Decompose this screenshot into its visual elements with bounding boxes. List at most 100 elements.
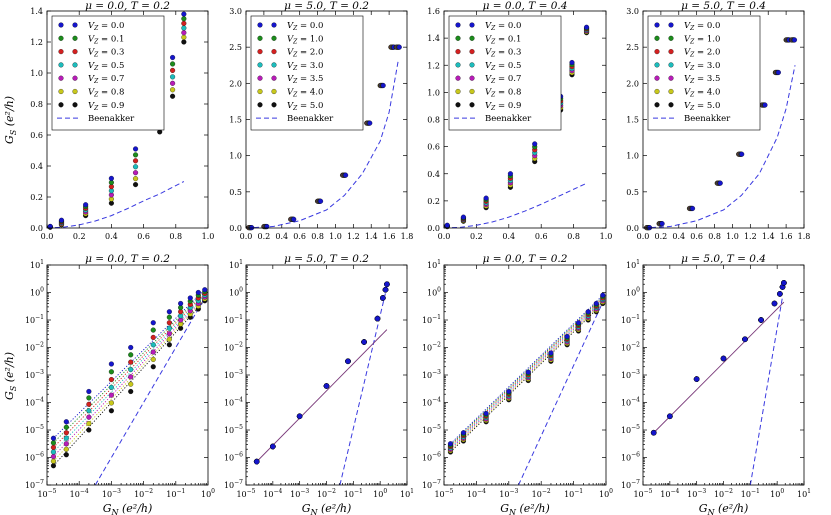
y-tick-label: 10−7 [621, 479, 640, 490]
legend-label: VZ = 0.0 [485, 21, 521, 32]
y-tick-label: 2.0 [229, 79, 242, 88]
y-tick-label: 10−1 [422, 314, 441, 325]
chart-panel-bottom-1: 10−5 10−4 10−3 10−2 10−1 100 10−7 10−6 10−5 10−4 1… [25, 253, 215, 515]
data-point [128, 381, 134, 387]
y-tick-label: 10−6 [25, 452, 44, 463]
legend-marker [668, 88, 674, 95]
legend-marker [257, 49, 263, 55]
legend-marker [271, 88, 277, 95]
y-tick-label: 0.2 [427, 197, 440, 206]
x-tick-label: 10−5 [236, 488, 255, 499]
y-tick-label: 100 [30, 287, 44, 298]
legend-label: VZ = 0.0 [684, 21, 720, 32]
data-point [170, 67, 176, 73]
x-tick-label: 10−5 [434, 488, 453, 499]
data-point [86, 414, 92, 420]
y-tick-label: 10−2 [422, 342, 441, 353]
data-point [63, 430, 69, 436]
data-point [150, 364, 156, 370]
x-axis-label: GN (e²/h) [500, 502, 550, 515]
x-tick-label: 1.6 [780, 232, 793, 241]
y-tick-label: 1.0 [229, 152, 242, 161]
data-point [83, 202, 89, 208]
y-tick-label: 2.5 [229, 43, 242, 52]
x-tick-label: 10−2 [714, 488, 733, 499]
x-tick-label: 100 [770, 488, 784, 499]
data-point [150, 356, 156, 362]
panel-title: μ = 0.0, T = 0.2 [483, 253, 568, 265]
legend-marker [72, 62, 78, 68]
data-point [323, 383, 330, 389]
data-point [133, 146, 139, 152]
x-tick-label: 10−1 [344, 488, 363, 499]
legend-label: VZ = 0.7 [88, 74, 124, 85]
data-point [50, 454, 56, 460]
x-tick-label: 1.0 [202, 232, 215, 241]
y-tick-label: 0.6 [427, 143, 440, 152]
data-point [170, 74, 176, 80]
fit-line [256, 329, 388, 462]
y-tick-label: 100 [427, 287, 441, 298]
x-tick-label: 0.0 [240, 232, 253, 241]
y-tick-label: 0.8 [427, 116, 440, 125]
legend-label: VZ = 3.5 [287, 74, 323, 85]
y-tick-label: 0.0 [626, 224, 639, 233]
x-tick-label: 1.0 [600, 232, 613, 241]
axes-frame [642, 264, 805, 486]
y-tick-label: 3.0 [626, 7, 639, 16]
data-point [150, 349, 156, 355]
data-point [343, 172, 349, 178]
data-point [739, 151, 745, 157]
data-point [382, 286, 389, 293]
beenakker-curve [518, 295, 607, 486]
data-point [150, 342, 156, 348]
y-tick-label: 10−3 [621, 369, 640, 380]
data-point [181, 25, 187, 31]
x-tick-label: 100 [373, 488, 387, 499]
data-point [170, 87, 176, 93]
legend-marker [455, 75, 461, 81]
y-tick-label: 1.0 [626, 152, 639, 161]
data-point [166, 309, 172, 315]
x-axis-label: GN (e²/h) [302, 502, 352, 515]
data-point [775, 69, 781, 76]
data-point [444, 222, 450, 228]
data-point [166, 331, 172, 337]
x-tick-label: 0.6 [535, 232, 548, 241]
legend-marker [654, 88, 660, 95]
data-point [170, 54, 176, 61]
legend-label: VZ = 1.0 [684, 34, 720, 45]
data-point [133, 176, 139, 182]
legend-marker [455, 35, 461, 41]
data-point [181, 34, 187, 40]
fit-line [53, 298, 206, 462]
data-point [384, 281, 390, 287]
data-point [380, 82, 386, 89]
panel-title: μ = 0.0, T = 0.2 [85, 0, 170, 12]
axes-frame [46, 10, 209, 229]
x-tick-label: 0.2 [655, 232, 668, 241]
x-tick-label: 10−2 [134, 488, 153, 499]
y-tick-label: 10−4 [422, 397, 441, 408]
y-tick-label: 100 [626, 287, 640, 298]
data-point [128, 388, 134, 395]
y-tick-label: 10−2 [224, 342, 243, 353]
legend-label: VZ = 2.0 [684, 48, 720, 59]
beenakker-curve [245, 61, 399, 229]
legend-marker [455, 49, 461, 55]
legend-label: Beenakker [485, 114, 532, 124]
x-tick-label: 1.8 [798, 232, 811, 241]
x-tick-label: 0.0 [41, 232, 54, 241]
y-axis-label-bottom: GS (e²/h) [3, 352, 18, 400]
data-point [195, 289, 201, 296]
data-point [689, 205, 696, 212]
legend-marker [668, 75, 674, 81]
data-point [483, 410, 489, 417]
y-tick-label: 10−4 [621, 397, 640, 408]
data-point [133, 164, 139, 170]
data-point [396, 44, 402, 50]
x-tick-label: 0.8 [169, 232, 182, 241]
data-point [270, 443, 276, 450]
data-point [50, 440, 56, 446]
x-tick-label: 10−1 [166, 488, 185, 499]
